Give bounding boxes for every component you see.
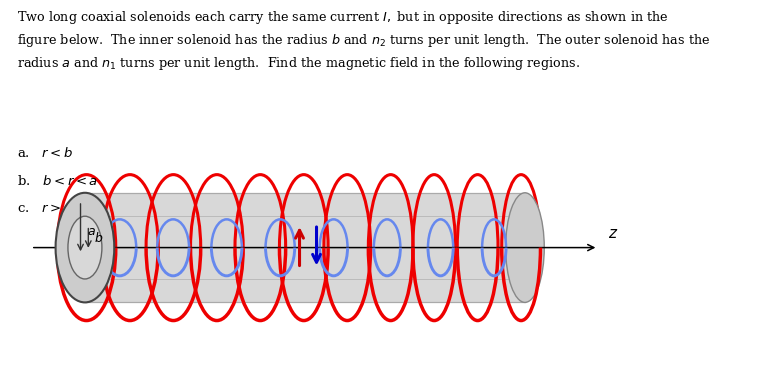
Ellipse shape — [56, 193, 114, 302]
Text: Two long coaxial solenoids each carry the same current $I,$ but in opposite dire: Two long coaxial solenoids each carry th… — [17, 9, 710, 73]
Text: $z$: $z$ — [608, 227, 618, 242]
Text: c.   $r>a$: c. $r>a$ — [17, 202, 73, 215]
Text: $b$: $b$ — [94, 231, 104, 245]
Text: $a$: $a$ — [86, 225, 96, 238]
Ellipse shape — [506, 193, 544, 302]
Polygon shape — [85, 193, 525, 302]
Text: a.   $r<b$: a. $r<b$ — [17, 146, 73, 160]
Ellipse shape — [68, 216, 102, 279]
Text: b.   $b<r<a$: b. $b<r<a$ — [17, 174, 98, 188]
